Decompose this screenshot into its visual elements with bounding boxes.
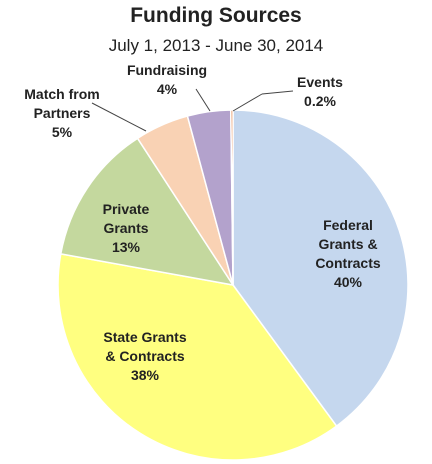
slice-label-match-from-partners: Match from Partners 5% (24, 86, 99, 140)
leader-line-events (261, 90, 294, 95)
pie-slice-state-grants-contracts (57, 253, 338, 461)
slice-label-events: Events 0.2% (297, 74, 343, 109)
slice-value-label: 4% (157, 81, 178, 97)
slice-label-line: Events (297, 74, 343, 90)
slice-label-federal-grants-contracts: Federal Grants & Contracts 40% (315, 217, 381, 290)
leader-line-match-from-partners (91, 102, 147, 132)
slice-label-line: Grants & (318, 236, 377, 252)
pie-slice-private-grants (59, 137, 235, 287)
chart-title: Funding Sources (130, 4, 302, 27)
pie-slice-events (230, 109, 234, 286)
slice-label-private-grants: Private Grants 13% (103, 201, 150, 255)
leader-line-events (232, 93, 263, 112)
slice-label-line: Private (103, 201, 150, 217)
slice-label-state-grants-contracts: State Grants & Contracts 38% (103, 329, 186, 383)
slice-value-label: 0.2% (304, 93, 336, 109)
slice-label-line: Federal (323, 217, 373, 233)
slice-label-fundraising: Fundraising 4% (127, 62, 207, 97)
slice-value-label: 13% (112, 239, 141, 255)
slice-label-line: Fundraising (127, 62, 207, 78)
slice-label-line: State Grants (103, 329, 186, 345)
slice-label-line: Contracts (315, 255, 381, 271)
chart-subtitle: July 1, 2013 - June 30, 2014 (108, 36, 324, 55)
slice-value-label: 40% (334, 274, 363, 290)
slice-label-line: Match from (24, 86, 99, 102)
slice-label-line: Grants (103, 220, 148, 236)
slice-value-label: 5% (52, 124, 73, 140)
slice-label-line: & Contracts (105, 348, 185, 364)
leader-line-fundraising (195, 88, 211, 112)
slice-label-line: Partners (34, 105, 91, 121)
slice-value-label: 38% (131, 367, 160, 383)
pie-slice-federal-grants-contracts (232, 109, 409, 428)
